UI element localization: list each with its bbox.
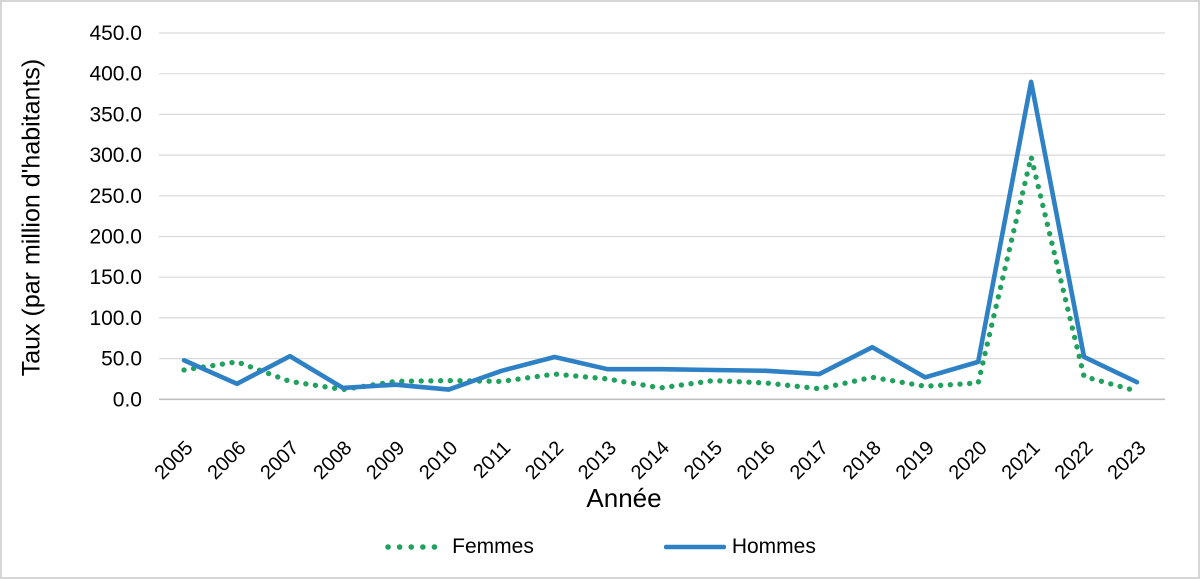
y-tick-label: 350.0 xyxy=(89,103,142,126)
hommes-solid-line-swatch xyxy=(663,544,726,550)
x-tick-label: 2021 xyxy=(998,437,1045,484)
x-tick-label: 2022 xyxy=(1051,437,1098,484)
y-tick-label: 200.0 xyxy=(89,226,142,249)
legend-label-hommes: Hommes xyxy=(731,535,816,558)
legend-item-hommes: Hommes xyxy=(663,535,816,559)
legend-item-femmes: Femmes xyxy=(384,535,534,559)
x-tick-label: 2019 xyxy=(892,437,939,484)
x-tick-label: 2007 xyxy=(256,437,303,484)
legend: Femmes Hommes xyxy=(2,535,1198,559)
x-tick-label: 2017 xyxy=(786,437,833,484)
x-tick-label: 2011 xyxy=(469,437,515,483)
y-tick-label: 100.0 xyxy=(89,307,142,330)
x-tick-label: 2023 xyxy=(1104,437,1151,484)
x-tick-label: 2016 xyxy=(733,437,780,484)
x-tick-label: 2014 xyxy=(627,437,674,484)
y-tick-label: 50.0 xyxy=(101,348,142,371)
femmes-dotted-line-swatch xyxy=(385,544,445,550)
x-axis-title: Année xyxy=(586,483,662,513)
x-tick-label: 2015 xyxy=(680,437,727,484)
x-tick-label: 2018 xyxy=(839,437,886,484)
y-tick-label: 300.0 xyxy=(89,144,142,167)
x-tick-label: 2009 xyxy=(362,437,409,484)
x-tick-label: 2012 xyxy=(521,437,568,484)
y-tick-label: 250.0 xyxy=(89,185,142,208)
series-line-hommes xyxy=(181,79,1140,392)
y-tick-label: 400.0 xyxy=(89,63,142,86)
y-tick-label: 0.0 xyxy=(113,388,142,411)
x-tick-label: 2010 xyxy=(415,437,462,484)
y-tick-label: 450.0 xyxy=(89,22,142,45)
x-tick-label: 2008 xyxy=(309,437,356,484)
x-tick-label: 2020 xyxy=(945,437,992,484)
x-tick-label: 2006 xyxy=(203,437,250,484)
legend-label-femmes: Femmes xyxy=(452,535,534,558)
x-tick-label: 2005 xyxy=(151,437,198,484)
y-axis-title: Taux (par million d'habitants) xyxy=(17,58,46,377)
y-tick-label: 150.0 xyxy=(89,266,142,289)
x-tick-label: 2013 xyxy=(574,437,621,484)
